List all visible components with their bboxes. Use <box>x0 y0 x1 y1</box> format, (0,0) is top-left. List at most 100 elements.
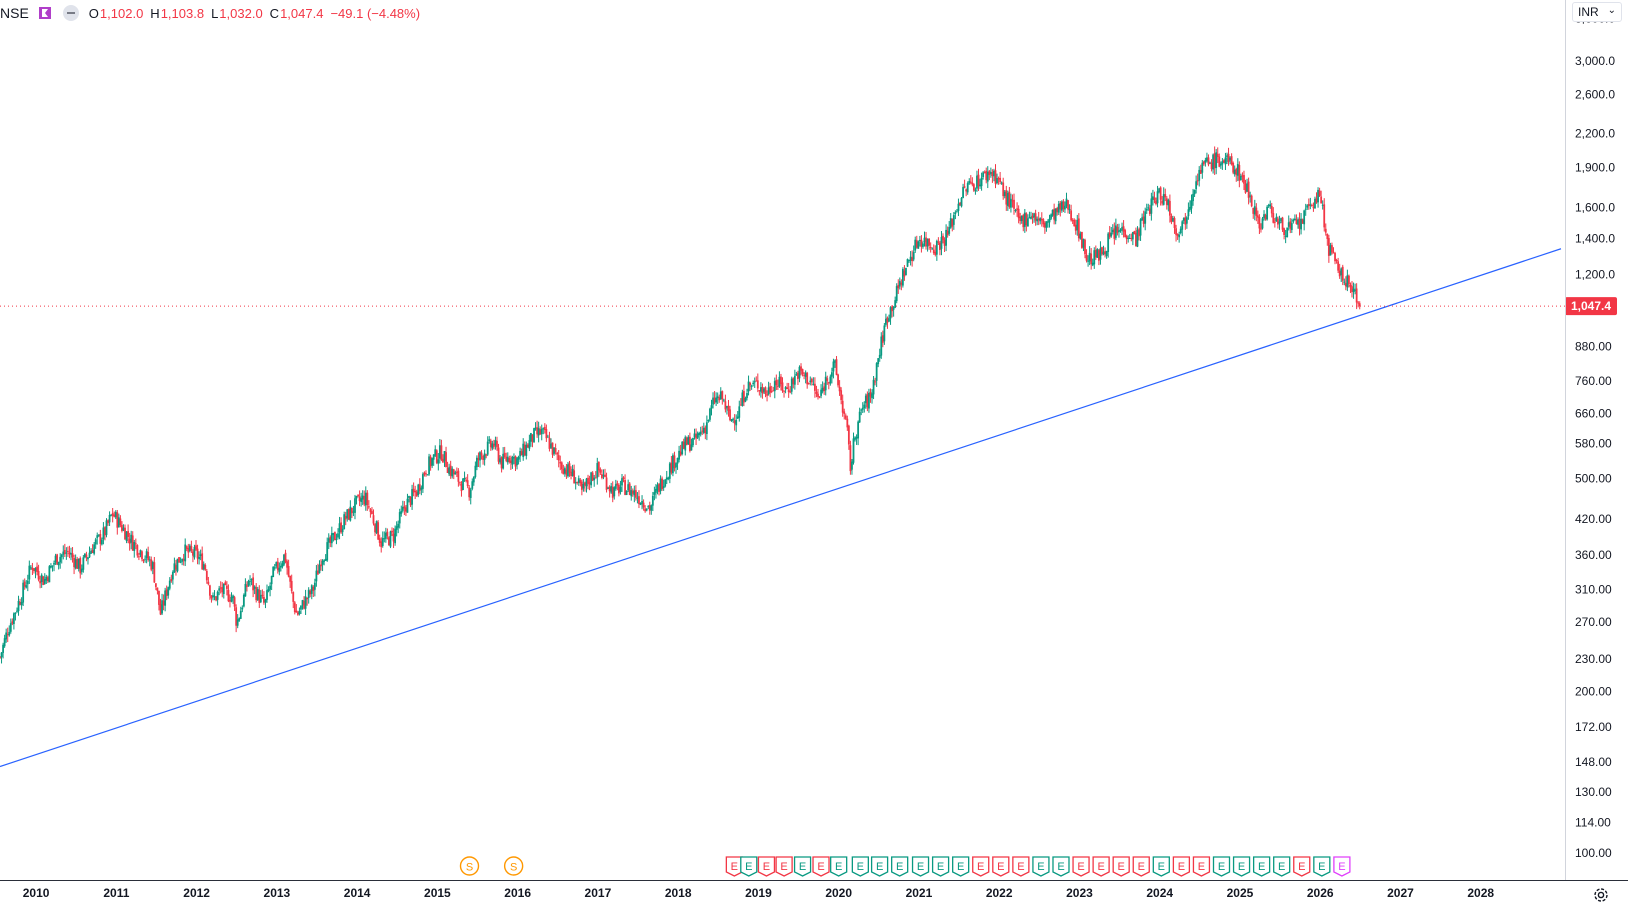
earnings-marker[interactable] <box>870 856 889 877</box>
earnings-marker[interactable] <box>1012 856 1030 877</box>
candle-body <box>901 268 904 286</box>
currency-selector[interactable]: INR ⌄ <box>1572 2 1622 22</box>
earnings-marker[interactable] <box>972 856 990 877</box>
earnings-marker[interactable] <box>1072 856 1090 877</box>
candle-body <box>298 611 301 615</box>
candle-body <box>909 256 912 261</box>
candle-body <box>824 376 827 391</box>
candle-body <box>613 487 616 497</box>
candle-body <box>494 440 497 446</box>
candle-body <box>688 436 691 451</box>
candle-body <box>344 515 347 520</box>
earnings-marker[interactable] <box>992 856 1010 877</box>
earnings-marker[interactable] <box>793 856 812 877</box>
candle-body <box>1218 156 1221 167</box>
earnings-marker[interactable] <box>1032 856 1050 877</box>
candle-body <box>931 248 934 250</box>
candle-body <box>1136 229 1139 247</box>
earnings-marker[interactable] <box>1052 856 1070 877</box>
candle-body <box>1071 220 1074 222</box>
earnings-marker[interactable] <box>1273 856 1291 877</box>
candle-body <box>928 238 931 246</box>
earnings-marker[interactable] <box>1252 856 1271 877</box>
settings-icon[interactable] <box>1592 886 1610 904</box>
candle-body <box>1097 250 1100 261</box>
candle-body <box>1099 248 1102 260</box>
candle-body <box>405 507 407 512</box>
candle-body <box>46 577 49 581</box>
earnings-marker[interactable] <box>1092 856 1110 877</box>
candle-body <box>323 560 326 562</box>
earnings-marker[interactable] <box>1112 856 1130 877</box>
dividend-marker[interactable] <box>459 856 480 876</box>
price-axis-label: 230.00 <box>1575 652 1612 666</box>
candle-body <box>746 393 748 399</box>
candle-body <box>276 561 279 571</box>
candle-body <box>491 443 494 449</box>
earnings-marker[interactable] <box>1132 856 1150 877</box>
candle-body <box>354 498 356 513</box>
earnings-marker[interactable] <box>1212 856 1231 877</box>
candle-body <box>971 182 974 185</box>
candle-body <box>753 381 756 383</box>
candle-body <box>110 514 113 516</box>
symbol-label[interactable]: NSE <box>0 5 29 21</box>
candle-body <box>443 451 446 462</box>
candle-body <box>164 590 167 606</box>
candle-body <box>568 463 571 473</box>
candle-body <box>246 585 248 587</box>
candle-body <box>1297 219 1299 225</box>
candle-body <box>1122 226 1125 232</box>
candle-body <box>889 307 892 319</box>
candle-body <box>1104 251 1106 255</box>
candle-body <box>843 411 846 414</box>
candle-body <box>763 388 765 392</box>
candle-body <box>651 495 654 506</box>
collapse-legend-icon[interactable] <box>62 5 79 21</box>
earnings-marker[interactable] <box>830 856 848 877</box>
earnings-marker[interactable] <box>1192 856 1211 877</box>
candle-body <box>358 496 361 502</box>
candle-body <box>577 478 580 483</box>
candle-body <box>275 562 278 567</box>
candle-body <box>313 582 316 590</box>
earnings-marker[interactable] <box>1313 856 1331 877</box>
candle-body <box>116 512 119 528</box>
candle-body <box>1101 247 1103 254</box>
candle-body <box>775 380 778 386</box>
candle-body <box>851 461 853 470</box>
earnings-marker[interactable] <box>1333 856 1351 877</box>
flag-icon[interactable] <box>38 7 51 19</box>
candle-body <box>463 478 466 480</box>
earnings-marker[interactable] <box>931 856 950 877</box>
earnings-marker[interactable] <box>757 856 776 877</box>
earnings-marker[interactable] <box>775 856 793 877</box>
earnings-marker[interactable] <box>952 856 970 877</box>
candle-body <box>269 585 271 590</box>
earnings-marker[interactable] <box>725 856 743 877</box>
candle-body <box>1077 218 1080 239</box>
candle-body <box>736 416 739 419</box>
candle-body <box>82 557 85 570</box>
dividend-marker[interactable] <box>503 856 524 876</box>
candle-body <box>812 383 815 385</box>
earnings-marker[interactable] <box>911 856 930 877</box>
candle-body <box>744 397 747 402</box>
candle-body <box>59 556 62 563</box>
earnings-marker[interactable] <box>1232 856 1251 877</box>
earnings-marker[interactable] <box>1293 856 1311 877</box>
earnings-marker[interactable] <box>1152 856 1170 877</box>
candle-body <box>604 474 606 477</box>
candle-body <box>181 559 184 562</box>
candle-body <box>1121 227 1123 231</box>
earnings-marker[interactable] <box>740 856 758 877</box>
candle-body <box>414 490 417 493</box>
candle-body <box>826 378 829 381</box>
candle-body <box>750 385 753 387</box>
earnings-marker[interactable] <box>851 856 869 877</box>
earnings-marker[interactable] <box>1172 856 1191 877</box>
earnings-marker[interactable] <box>812 856 830 877</box>
earnings-marker[interactable] <box>891 856 909 877</box>
